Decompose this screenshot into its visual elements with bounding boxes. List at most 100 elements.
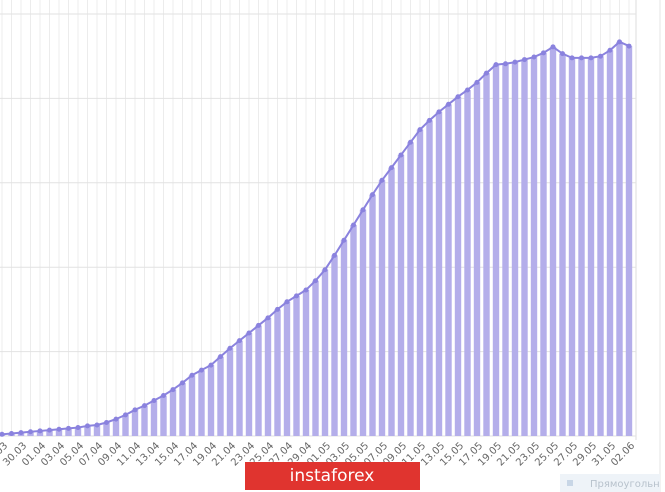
watermark-banner [245,462,420,490]
bar [236,340,243,436]
point [607,47,613,53]
point [284,299,290,305]
point [94,422,100,428]
point [550,44,556,50]
point [370,192,375,198]
bar [331,255,338,436]
bar [378,180,386,436]
point [0,431,5,437]
point [303,287,309,293]
bar [150,400,158,436]
bar [141,405,148,436]
point [47,427,52,433]
point [569,55,575,61]
bar [464,89,471,437]
point [246,330,252,336]
bar [217,356,224,436]
bar [93,425,101,436]
point [265,315,271,321]
bar [559,53,566,436]
bar [198,370,205,436]
bar [131,409,139,436]
bar [84,425,91,436]
point [75,425,81,431]
point [9,430,14,436]
bar [606,50,614,437]
bar [597,56,604,436]
watermark: instaforex [290,466,375,486]
bar [568,57,576,436]
bar [169,389,177,436]
point [408,139,413,145]
bar [46,430,53,436]
bar [587,57,595,436]
point [18,430,24,436]
bar [549,46,557,436]
point [446,101,451,107]
point [617,39,622,45]
point [227,345,233,351]
point [427,117,432,123]
bar [530,57,538,436]
bar [407,142,414,436]
legend-text: Прямоугольн [590,479,660,490]
bar [103,422,110,436]
point [56,426,62,432]
point [360,207,366,213]
point [237,338,242,344]
bar [255,325,262,436]
point [512,59,518,65]
bar [616,41,623,437]
point [123,412,128,418]
point [170,387,176,393]
point [541,50,546,56]
point [598,53,603,59]
point [66,425,71,431]
point [351,222,356,228]
point [113,416,119,422]
legend-box [560,474,660,492]
bar [293,295,300,436]
bar [473,82,481,436]
point [389,165,394,171]
point [37,428,43,434]
point [28,429,33,435]
point [588,55,594,61]
bar [445,104,452,437]
bar [388,167,395,436]
point [180,380,185,386]
point [322,267,328,273]
bar [245,333,253,436]
point [417,127,423,133]
bar [55,429,63,436]
legend-swatch [567,480,573,486]
point [85,423,90,429]
point [218,354,223,360]
point [531,54,537,60]
plot-area: 28.0330.0301.0403.0405.0407.0409.0411.04… [0,0,637,468]
point [161,392,166,398]
bar [36,430,44,436]
point [379,177,385,183]
bar [426,120,433,437]
bar [302,289,310,436]
point [474,79,480,85]
point [560,51,565,57]
bar [112,419,120,436]
point [626,43,632,49]
bar [188,375,196,436]
bar [369,194,376,436]
bar [350,225,357,436]
point [522,57,527,63]
bar [207,365,215,436]
bar [274,309,281,436]
bar [625,46,633,437]
point [275,306,280,312]
bar [122,414,129,436]
point [104,419,109,425]
bar [578,57,585,436]
point [332,252,337,258]
bar [226,348,234,436]
